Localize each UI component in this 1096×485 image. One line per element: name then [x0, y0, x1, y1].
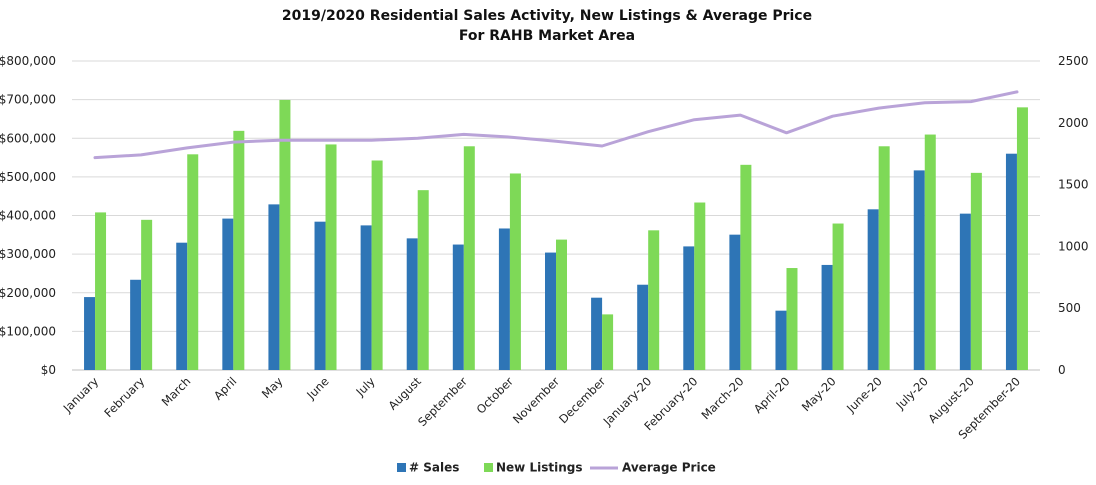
sales-bar [729, 234, 741, 370]
new-listings-bar [325, 144, 337, 370]
new-listings-bar [602, 314, 614, 370]
left-tick-label: $0 [41, 363, 56, 377]
new-listings-bar [279, 99, 291, 371]
sales-bar [498, 228, 510, 370]
sales-bar [268, 204, 280, 370]
category-label: March-20 [699, 374, 747, 422]
new-listings-bar [141, 219, 153, 370]
category-label: July-20 [893, 374, 931, 412]
left-tick-label: $100,000 [0, 324, 56, 338]
sales-bar [452, 244, 464, 370]
category-label: March [159, 374, 194, 409]
new-listings-bar [417, 190, 429, 370]
legend-label: New Listings [496, 461, 582, 475]
legend: # Sales New Listings Average Price [397, 461, 716, 475]
right-axis: 0 500 1000 1500 2000 2500 [1058, 54, 1089, 377]
left-tick-label: $800,000 [0, 54, 56, 68]
sales-bar [959, 213, 971, 370]
category-label: May [259, 374, 286, 401]
legend-sales-swatch [397, 463, 406, 472]
sales-bar [591, 297, 603, 370]
legend-label: # Sales [409, 461, 459, 475]
category-label: September [415, 374, 470, 429]
sales-bar [1005, 153, 1017, 370]
left-tick-label: $500,000 [0, 170, 56, 184]
sales-bar [360, 225, 372, 370]
sales-bar [406, 238, 418, 370]
left-tick-label: $700,000 [0, 93, 56, 107]
average-price-line [93, 90, 1019, 160]
new-listings-bar [648, 230, 660, 370]
category-label: January [60, 374, 102, 416]
sales-bar [130, 279, 142, 370]
right-tick-label: 1000 [1058, 239, 1089, 253]
left-tick-label: $200,000 [0, 286, 56, 300]
sales-bar [84, 297, 96, 370]
new-listings-bar [95, 212, 107, 370]
new-listings-bar [1016, 107, 1028, 370]
category-label: April [211, 374, 239, 402]
sales-bar [545, 252, 556, 370]
chart-subtitle: For RAHB Market Area [459, 28, 635, 44]
category-label: October [474, 374, 517, 417]
new-listings-bar [786, 268, 798, 370]
category-labels: January February March April May June July Augu… [60, 374, 1023, 442]
new-listings-bar [740, 164, 752, 370]
right-tick-label: 0 [1058, 363, 1066, 377]
category-label: July [353, 374, 378, 399]
right-tick-label: 2000 [1058, 116, 1089, 130]
new-listings-bar [832, 223, 844, 370]
right-tick-label: 500 [1058, 301, 1081, 315]
legend-new-listings-swatch [484, 463, 493, 472]
bars [84, 99, 1028, 371]
category-label: February [101, 374, 147, 420]
average-price-line-layer [93, 90, 1019, 160]
new-listings-bar [371, 160, 383, 370]
category-label: April-20 [751, 374, 793, 416]
sales-bar [176, 242, 188, 370]
category-label: November [510, 374, 562, 426]
sales-bar [913, 170, 925, 370]
right-tick-label: 2500 [1058, 54, 1089, 68]
new-listings-bar [970, 172, 982, 370]
new-listings-bar [509, 173, 521, 370]
category-label: June-20 [843, 374, 885, 416]
sales-bar [637, 284, 649, 370]
left-tick-label: $400,000 [0, 209, 56, 223]
left-tick-label: $600,000 [0, 131, 56, 145]
chart-title: 2019/2020 Residential Sales Activity, Ne… [282, 8, 812, 24]
category-label: June [303, 374, 331, 402]
sales-bar [867, 209, 879, 370]
right-tick-label: 1500 [1058, 178, 1089, 192]
legend-label: Average Price [622, 461, 716, 475]
sales-bar [314, 221, 326, 370]
new-listings-bar [463, 146, 475, 370]
sales-bar [775, 310, 787, 370]
sales-bar [222, 218, 234, 370]
new-listings-bar [694, 202, 706, 370]
new-listings-bar [187, 154, 199, 370]
sales-bar [683, 246, 695, 370]
new-listings-bar [556, 239, 567, 370]
new-listings-bar [878, 146, 890, 370]
new-listings-bar [233, 130, 245, 370]
left-axis: $0 $100,000 $200,000 $300,000 $400,000 $500,0… [0, 54, 56, 377]
category-label: August [385, 374, 424, 413]
sales-bar [821, 264, 833, 370]
new-listings-bar [924, 134, 936, 370]
category-label: May-20 [799, 374, 839, 414]
left-tick-label: $300,000 [0, 247, 56, 261]
